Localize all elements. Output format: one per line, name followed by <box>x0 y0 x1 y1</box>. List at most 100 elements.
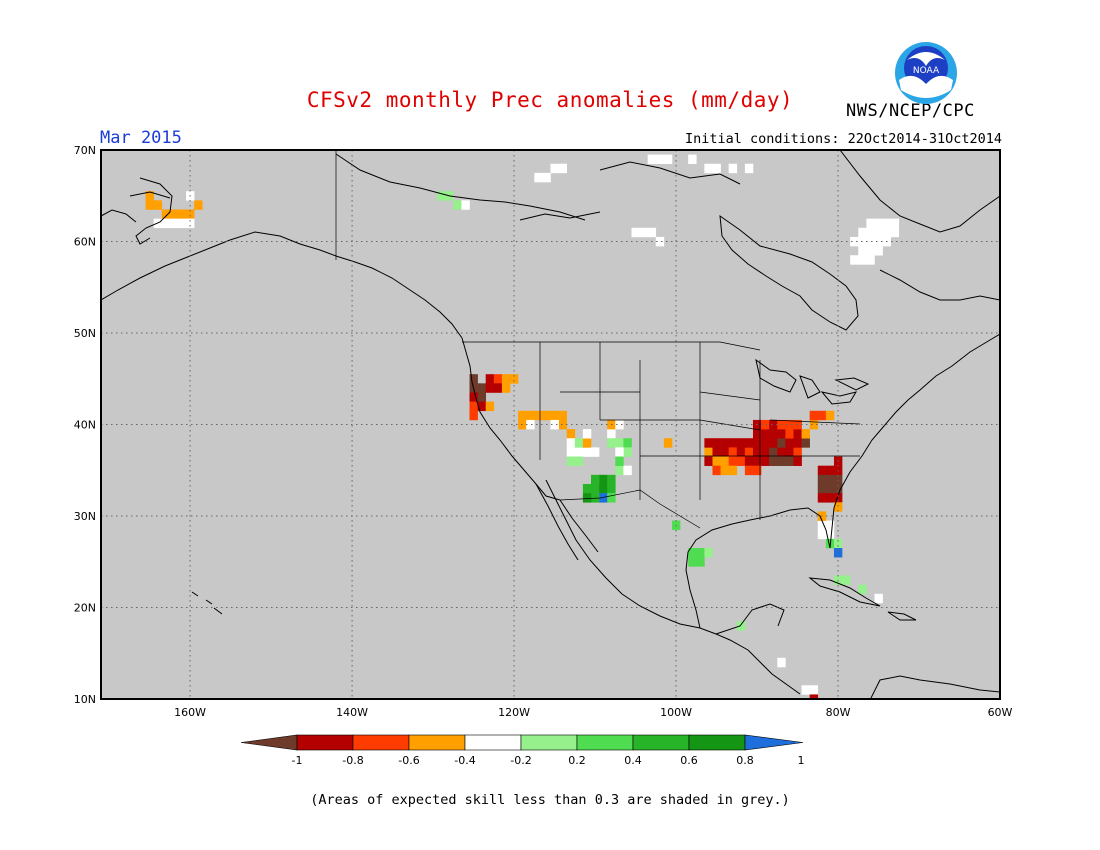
lat-label: 50N <box>74 327 96 340</box>
anomaly-cell <box>566 438 576 448</box>
anomaly-cell <box>186 218 195 229</box>
anomaly-cell <box>153 200 163 210</box>
anomaly-cell <box>469 410 478 421</box>
anomaly-cell <box>761 456 770 466</box>
anomaly-cell <box>501 374 511 384</box>
anomaly-cell <box>469 392 478 402</box>
anomaly-cell <box>590 447 600 457</box>
colorbar-swatch <box>520 734 578 751</box>
anomaly-cell <box>590 493 600 503</box>
anomaly-cell <box>785 429 794 439</box>
colorbar-tick: 1 <box>798 754 805 767</box>
anomaly-cell <box>769 438 778 448</box>
anomaly-cell <box>566 429 576 439</box>
colorbar-arrow-high <box>744 734 804 751</box>
anomaly-cell <box>785 438 794 448</box>
anomaly-cell <box>809 694 819 699</box>
anomaly-cell <box>712 465 721 476</box>
lat-label: 20N <box>74 602 96 615</box>
anomaly-cell <box>485 383 495 393</box>
lon-label: 120W <box>498 706 530 719</box>
anomaly-cell <box>777 438 786 448</box>
anomaly-cell <box>582 447 592 457</box>
anomaly-cell <box>639 227 648 238</box>
anomaly-cell <box>842 575 851 585</box>
lon-label: 140W <box>336 706 368 719</box>
anomaly-cell <box>825 529 835 540</box>
anomaly-cell <box>145 200 154 210</box>
anomaly-cell <box>728 465 738 476</box>
anomaly-cell <box>793 456 802 466</box>
anomaly-cell <box>469 374 478 384</box>
anomaly-cell <box>752 447 762 457</box>
anomaly-cell <box>566 447 576 457</box>
colorbar-tick: -0.4 <box>454 754 475 767</box>
anomaly-cell <box>607 483 616 494</box>
anomaly-cell <box>534 410 543 421</box>
map-frame <box>100 149 1001 700</box>
anomaly-cell <box>866 227 875 238</box>
anomaly-cell <box>615 438 624 448</box>
colorbar-swatch <box>352 734 410 751</box>
anomaly-cell <box>728 447 738 457</box>
anomaly-cell <box>866 218 875 229</box>
anomaly-cell <box>558 410 567 421</box>
colorbar-tick: 0.8 <box>736 754 754 767</box>
colorbar-swatch <box>408 734 466 751</box>
anomaly-cell <box>825 493 835 503</box>
anomaly-cell <box>501 383 511 393</box>
anomaly-cell <box>696 557 705 567</box>
anomaly-cell <box>769 419 778 430</box>
anomaly-cell <box>574 456 584 466</box>
lat-label: 30N <box>74 510 96 523</box>
logo-text: NOAA <box>913 66 940 76</box>
anomaly-cell <box>817 493 827 503</box>
colorbar-swatch <box>464 734 522 751</box>
colorbar-tick: 0.2 <box>568 754 586 767</box>
anomaly-cell <box>437 191 446 201</box>
anomaly-cell <box>599 483 608 494</box>
colorbar-swatch <box>688 734 746 751</box>
lat-label: 40N <box>74 419 96 432</box>
anomaly-cell <box>712 456 721 466</box>
anomaly-cell <box>169 209 179 219</box>
anomaly-cell <box>655 154 665 165</box>
lat-label: 70N <box>74 144 96 157</box>
anomaly-cell <box>615 465 624 476</box>
anomaly-cell <box>833 483 843 494</box>
anomaly-cell <box>177 209 187 219</box>
colorbar-tick: -0.2 <box>510 754 531 767</box>
anomaly-cell <box>809 419 819 430</box>
anomaly-cell <box>890 227 900 238</box>
anomaly-cell <box>882 227 891 238</box>
anomaly-cell <box>825 474 835 485</box>
anomaly-cell <box>817 483 827 494</box>
anomaly-cell <box>461 200 470 210</box>
anomaly-cell <box>161 218 171 229</box>
anomaly-cell <box>761 419 770 430</box>
colorbar-swatch <box>632 734 690 751</box>
anomaly-cell <box>858 246 867 256</box>
anomaly-cell <box>858 584 867 595</box>
anomaly-cell <box>574 447 584 457</box>
anomaly-cell <box>850 255 859 265</box>
anomaly-cell <box>518 410 527 421</box>
anomaly-cell <box>526 410 535 421</box>
colorbar-tick: -0.6 <box>398 754 419 767</box>
anomaly-cell <box>558 419 567 430</box>
anomaly-cell <box>493 383 503 393</box>
anomaly-cell <box>477 392 487 402</box>
anomaly-cell <box>825 465 835 476</box>
gridlines <box>101 150 1000 699</box>
anomaly-cell <box>874 227 883 238</box>
anomaly-cell <box>477 401 487 412</box>
lon-label: 60W <box>988 706 1013 719</box>
anomaly-cell <box>696 548 705 558</box>
anomaly-cell <box>793 419 802 430</box>
anomaly-cell <box>615 456 624 466</box>
anomaly-cell <box>590 474 600 485</box>
anomaly-cell <box>874 593 883 604</box>
anomaly-cell <box>582 429 592 439</box>
anomaly-cell <box>623 438 632 448</box>
longitude-labels: 160W 140W 120W 100W 80W 60W <box>174 706 1012 719</box>
